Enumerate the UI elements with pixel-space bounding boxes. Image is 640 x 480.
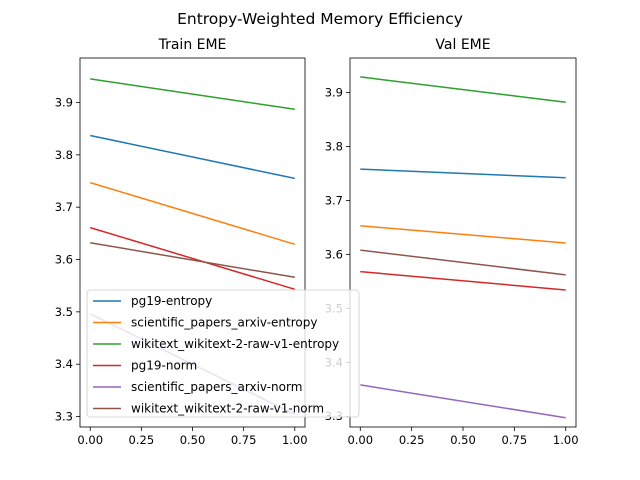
series-line-wikitext_wikitext-2-raw-v1-entropy bbox=[90, 78, 295, 111]
x-tick-label: 0.00 bbox=[347, 433, 373, 447]
x-tick-label: 0.00 bbox=[77, 433, 103, 447]
y-tick-label: 3.6 bbox=[55, 253, 73, 267]
legend-label: scientific_papers_arxiv-norm bbox=[131, 380, 302, 394]
legend-box bbox=[86, 289, 360, 418]
x-tick-label: 0.25 bbox=[129, 433, 155, 447]
y-tick-label: 3.8 bbox=[325, 139, 343, 153]
legend-label: wikitext_wikitext-2-raw-v1-entropy bbox=[131, 337, 339, 351]
series-line-wikitext_wikitext-2-raw-v1-entropy bbox=[360, 76, 566, 103]
y-tick-label: 3.9 bbox=[325, 86, 343, 100]
series-line-scientific_papers_arxiv-norm bbox=[360, 384, 566, 419]
figure-title: Entropy-Weighted Memory Efficiency bbox=[177, 10, 463, 28]
x-tick-label: 1.00 bbox=[282, 433, 308, 447]
series-line-pg19-entropy bbox=[90, 134, 295, 180]
x-tick-label: 0.50 bbox=[450, 433, 476, 447]
series-line-pg19-norm bbox=[89, 226, 296, 291]
y-tick-label: 3.7 bbox=[55, 200, 73, 214]
series-line-wikitext_wikitext-2-raw-v1-norm bbox=[360, 249, 566, 276]
legend-label: pg19-entropy bbox=[131, 294, 212, 308]
y-tick-label: 3.3 bbox=[55, 410, 73, 424]
series-line-scientific_papers_arxiv-entropy bbox=[360, 225, 566, 244]
y-tick-label: 3.8 bbox=[55, 148, 73, 162]
y-tick-label: 3.4 bbox=[55, 357, 73, 371]
series-line-pg19-norm bbox=[360, 270, 566, 291]
x-tick-label: 0.75 bbox=[231, 433, 257, 447]
x-tick-label: 0.25 bbox=[399, 433, 425, 447]
panel-title: Val EME bbox=[435, 37, 490, 53]
series-line-pg19-entropy bbox=[360, 168, 566, 179]
y-tick-label: 3.5 bbox=[55, 305, 73, 319]
y-tick-label: 3.7 bbox=[325, 193, 343, 207]
y-tick-label: 3.9 bbox=[55, 95, 73, 109]
panel-title: Train EME bbox=[158, 37, 227, 53]
x-tick-label: 0.75 bbox=[502, 433, 528, 447]
x-tick-label: 1.00 bbox=[553, 433, 579, 447]
series-line-wikitext_wikitext-2-raw-v1-norm bbox=[90, 242, 295, 279]
legend-label: pg19-norm bbox=[131, 359, 197, 373]
series-line-scientific_papers_arxiv-entropy bbox=[89, 181, 296, 246]
y-tick-label: 3.6 bbox=[325, 247, 343, 261]
legend: pg19-entropy scientific_papers_arxiv-entr… bbox=[86, 289, 360, 418]
x-tick-label: 0.50 bbox=[180, 433, 206, 447]
legend-label: wikitext_wikitext-2-raw-v1-norm bbox=[131, 402, 324, 416]
plot-frame bbox=[349, 57, 577, 428]
legend-label: scientific_papers_arxiv-entropy bbox=[131, 316, 317, 330]
plot-frame bbox=[79, 57, 306, 428]
panel-2: Val EME0.000.250.500.751.003.33.43.53.63… bbox=[325, 37, 579, 447]
